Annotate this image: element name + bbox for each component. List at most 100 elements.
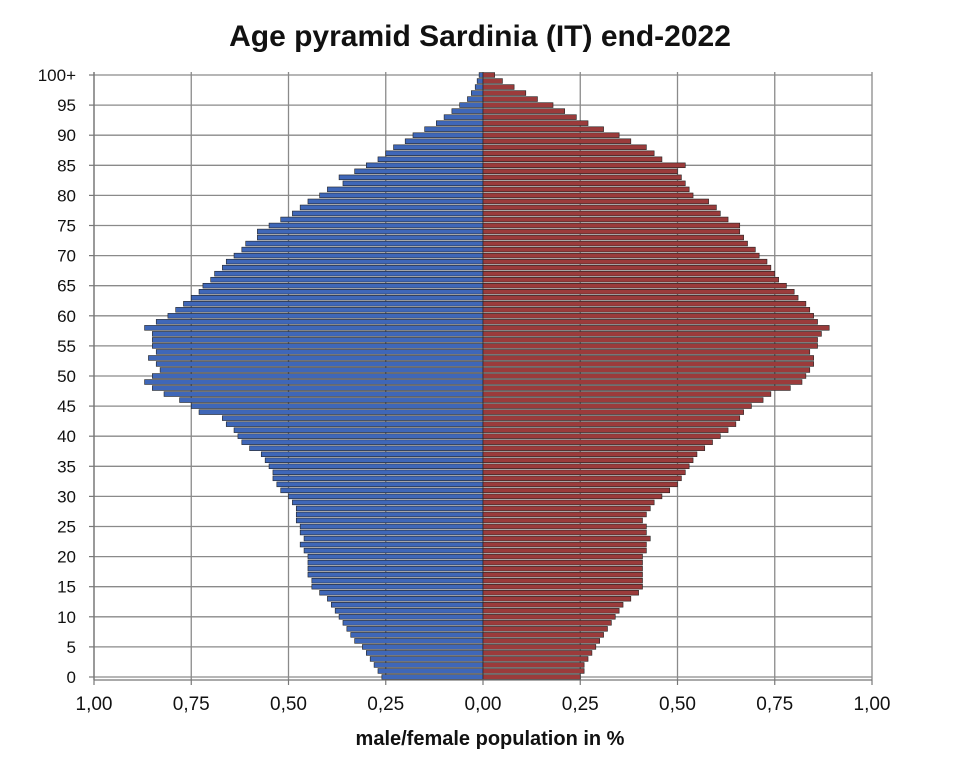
- male-bar-age-63: [190, 295, 484, 301]
- female-bar-age-96: [482, 96, 538, 102]
- male-bar-age-41: [233, 427, 484, 433]
- female-bar-age-17: [482, 571, 643, 578]
- female-bar-age-65: [482, 282, 787, 289]
- female-bar-age-26: [482, 517, 643, 524]
- male-bar-age-95: [459, 102, 484, 108]
- female-bar-age-99: [482, 78, 503, 84]
- female-bar-age-24: [482, 529, 647, 536]
- male-bar-age-84: [354, 168, 484, 175]
- female-bar-age-40: [482, 433, 721, 439]
- x-tick-label: 1,00: [76, 694, 113, 715]
- male-bar-age-28: [295, 505, 484, 512]
- female-bar-age-39: [482, 439, 713, 445]
- female-bar-age-27: [482, 511, 647, 518]
- male-bar-age-32: [276, 481, 484, 488]
- female-bar-age-72: [482, 240, 748, 247]
- female-bar-age-91: [482, 126, 604, 132]
- female-bar-age-14: [482, 590, 639, 596]
- male-bar-age-4: [365, 650, 484, 656]
- female-bar-age-67: [482, 270, 776, 277]
- x-tick-label: 0,00: [465, 694, 502, 715]
- male-bar-age-72: [245, 240, 484, 247]
- male-bar-age-58: [144, 325, 484, 331]
- y-tick-label: 75: [57, 217, 76, 236]
- female-bar-age-1: [482, 668, 585, 674]
- male-bar-age-10: [338, 614, 484, 620]
- male-bar-age-31: [280, 487, 484, 494]
- male-bar-age-94: [451, 108, 484, 114]
- male-bar-age-42: [225, 421, 484, 427]
- female-bar-age-78: [482, 204, 717, 211]
- male-bar-age-55: [152, 343, 484, 349]
- female-bar-age-97: [482, 90, 527, 96]
- male-bar-age-33: [272, 475, 484, 482]
- male-bar-age-48: [152, 385, 484, 391]
- y-tick-label: 5: [67, 638, 76, 657]
- male-bar-age-37: [260, 451, 484, 457]
- male-bar-age-85: [365, 162, 484, 169]
- male-bar-age-86: [377, 156, 484, 162]
- female-bar-age-20: [482, 553, 643, 560]
- x-tick-labels: 1,00 0,75 0,50 0,25 0,00 0,25 0,50 0,75 1,00: [76, 694, 891, 715]
- male-bar-age-62: [183, 301, 484, 307]
- male-bar-age-40: [237, 433, 484, 439]
- male-bar-age-64: [198, 289, 484, 295]
- x-axis-label: male/female population in %: [355, 728, 625, 750]
- male-bar-age-78: [299, 204, 484, 211]
- male-bar-age-20: [307, 553, 484, 560]
- y-tick-label: 45: [57, 397, 76, 416]
- male-bar-age-73: [257, 234, 484, 241]
- male-bar-age-27: [295, 511, 484, 518]
- female-bar-age-29: [482, 499, 655, 506]
- male-bar-age-2: [373, 662, 484, 668]
- female-bar-age-77: [482, 210, 721, 217]
- male-bar-age-25: [299, 523, 484, 530]
- male-bar-age-89: [404, 138, 484, 144]
- female-bar-age-93: [482, 114, 577, 120]
- female-bar-age-94: [482, 108, 565, 114]
- male-bar-age-65: [202, 282, 484, 289]
- female-bar-age-19: [482, 559, 643, 566]
- male-bar-age-90: [412, 132, 484, 138]
- male-bar-age-61: [175, 307, 484, 313]
- female-bar-age-5: [482, 644, 597, 650]
- male-bar-age-52: [155, 361, 484, 367]
- male-bar-age-93: [443, 114, 484, 120]
- female-bar-age-41: [482, 427, 729, 433]
- male-bar-age-50: [152, 373, 484, 379]
- female-bar-age-73: [482, 234, 744, 241]
- x-tick-label: 0,50: [659, 694, 696, 715]
- male-bar-age-6: [354, 638, 484, 644]
- female-bar-age-54: [482, 349, 811, 355]
- female-bar-age-87: [482, 150, 655, 156]
- axes: [89, 72, 873, 685]
- y-tick-label: 90: [57, 126, 76, 145]
- male-bar-age-51: [159, 367, 484, 373]
- bars: [144, 72, 830, 680]
- male-bar-age-82: [342, 180, 484, 187]
- male-bar-age-97: [471, 90, 484, 96]
- female-bar-age-82: [482, 180, 686, 187]
- male-bar-age-80: [319, 192, 484, 199]
- male-bar-age-21: [303, 547, 484, 554]
- female-bar-age-4: [482, 650, 593, 656]
- female-bar-age-68: [482, 264, 772, 271]
- x-tick-label: 0,25: [562, 694, 599, 715]
- female-bar-age-89: [482, 138, 632, 144]
- male-bar-age-56: [152, 337, 484, 343]
- y-tick-label: 10: [57, 608, 76, 627]
- male-bar-age-9: [342, 620, 484, 626]
- female-bar-age-37: [482, 451, 698, 457]
- female-bar-age-57: [482, 331, 822, 337]
- female-bar-age-11: [482, 608, 620, 614]
- female-bar-age-52: [482, 361, 814, 367]
- male-bar-age-74: [257, 228, 484, 235]
- male-bar-age-70: [233, 252, 484, 259]
- male-bar-age-91: [424, 126, 484, 132]
- y-tick-label: 95: [57, 96, 76, 115]
- male-bar-age-88: [393, 144, 484, 150]
- y-tick-label: 25: [57, 517, 76, 536]
- male-bar-age-0: [381, 674, 484, 680]
- male-bar-age-46: [179, 397, 484, 403]
- female-bar-age-47: [482, 391, 772, 397]
